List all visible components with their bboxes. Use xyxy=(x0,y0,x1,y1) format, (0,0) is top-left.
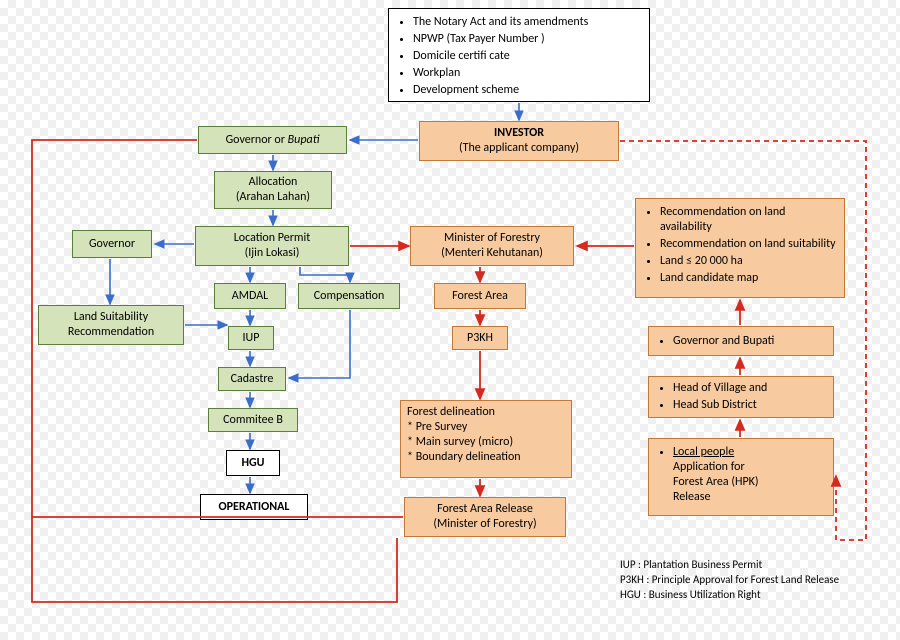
operational-box: OPERATIONAL xyxy=(200,494,308,520)
govbupati-em: Bupati xyxy=(288,133,320,147)
forest-area-release-box: Forest Area Release(Minister of Forestry… xyxy=(404,497,566,537)
governor-box: Governor xyxy=(72,230,152,258)
amdal-box: AMDAL xyxy=(214,283,286,309)
prereq-item: Development scheme xyxy=(413,83,588,98)
investor-sub: (The applicant company) xyxy=(459,141,579,155)
prereq-box: The Notary Act and its amendments NPWP (… xyxy=(388,8,650,102)
gov-and-bupati-box: Governor and Bupati xyxy=(648,326,834,356)
hgu-box: HGU xyxy=(226,450,280,476)
p3kh-box: P3KH xyxy=(452,326,508,350)
investor-title: INVESTOR xyxy=(494,126,544,140)
govbupati-label: Governor or xyxy=(226,133,288,147)
forest-area-box: Forest Area xyxy=(434,283,526,309)
minister-forestry-box: Minister of Forestry(Menteri Kehutanan) xyxy=(410,226,574,266)
committee-b-box: Commitee B xyxy=(208,408,298,432)
investor-box: INVESTOR (The applicant company) xyxy=(419,121,619,161)
location-permit-box: Location Permit(Ijin Lokasi) xyxy=(195,226,349,266)
allocation-box: Allocation(Arahan Lahan) xyxy=(214,171,332,209)
forest-delineation-box: Forest delineation * Pre Survey * Main s… xyxy=(400,400,572,478)
land-suitability-box: Land SuitabilityRecommendation xyxy=(38,305,184,345)
heads-box: Head of Village and Head Sub District xyxy=(648,376,834,418)
recommendation-box: Recommendation on land availability Reco… xyxy=(635,198,845,298)
compensation-box: Compensation xyxy=(298,283,400,309)
prereq-item: The Notary Act and its amendments xyxy=(413,15,588,30)
prereq-item: Workplan xyxy=(413,66,588,81)
prereq-item: NPWP (Tax Payer Number ) xyxy=(413,32,588,47)
iup-box: IUP xyxy=(228,326,274,350)
prereq-item: Domicile certifi cate xyxy=(413,49,588,64)
local-people-box: Local people Application for Forest Area… xyxy=(648,438,834,516)
cadastre-box: Cadastre xyxy=(218,367,286,391)
legend: IUP : Plantation Business Permit P3KH : … xyxy=(620,558,839,603)
gov-bupati-box: Governor or Bupati xyxy=(198,126,347,154)
